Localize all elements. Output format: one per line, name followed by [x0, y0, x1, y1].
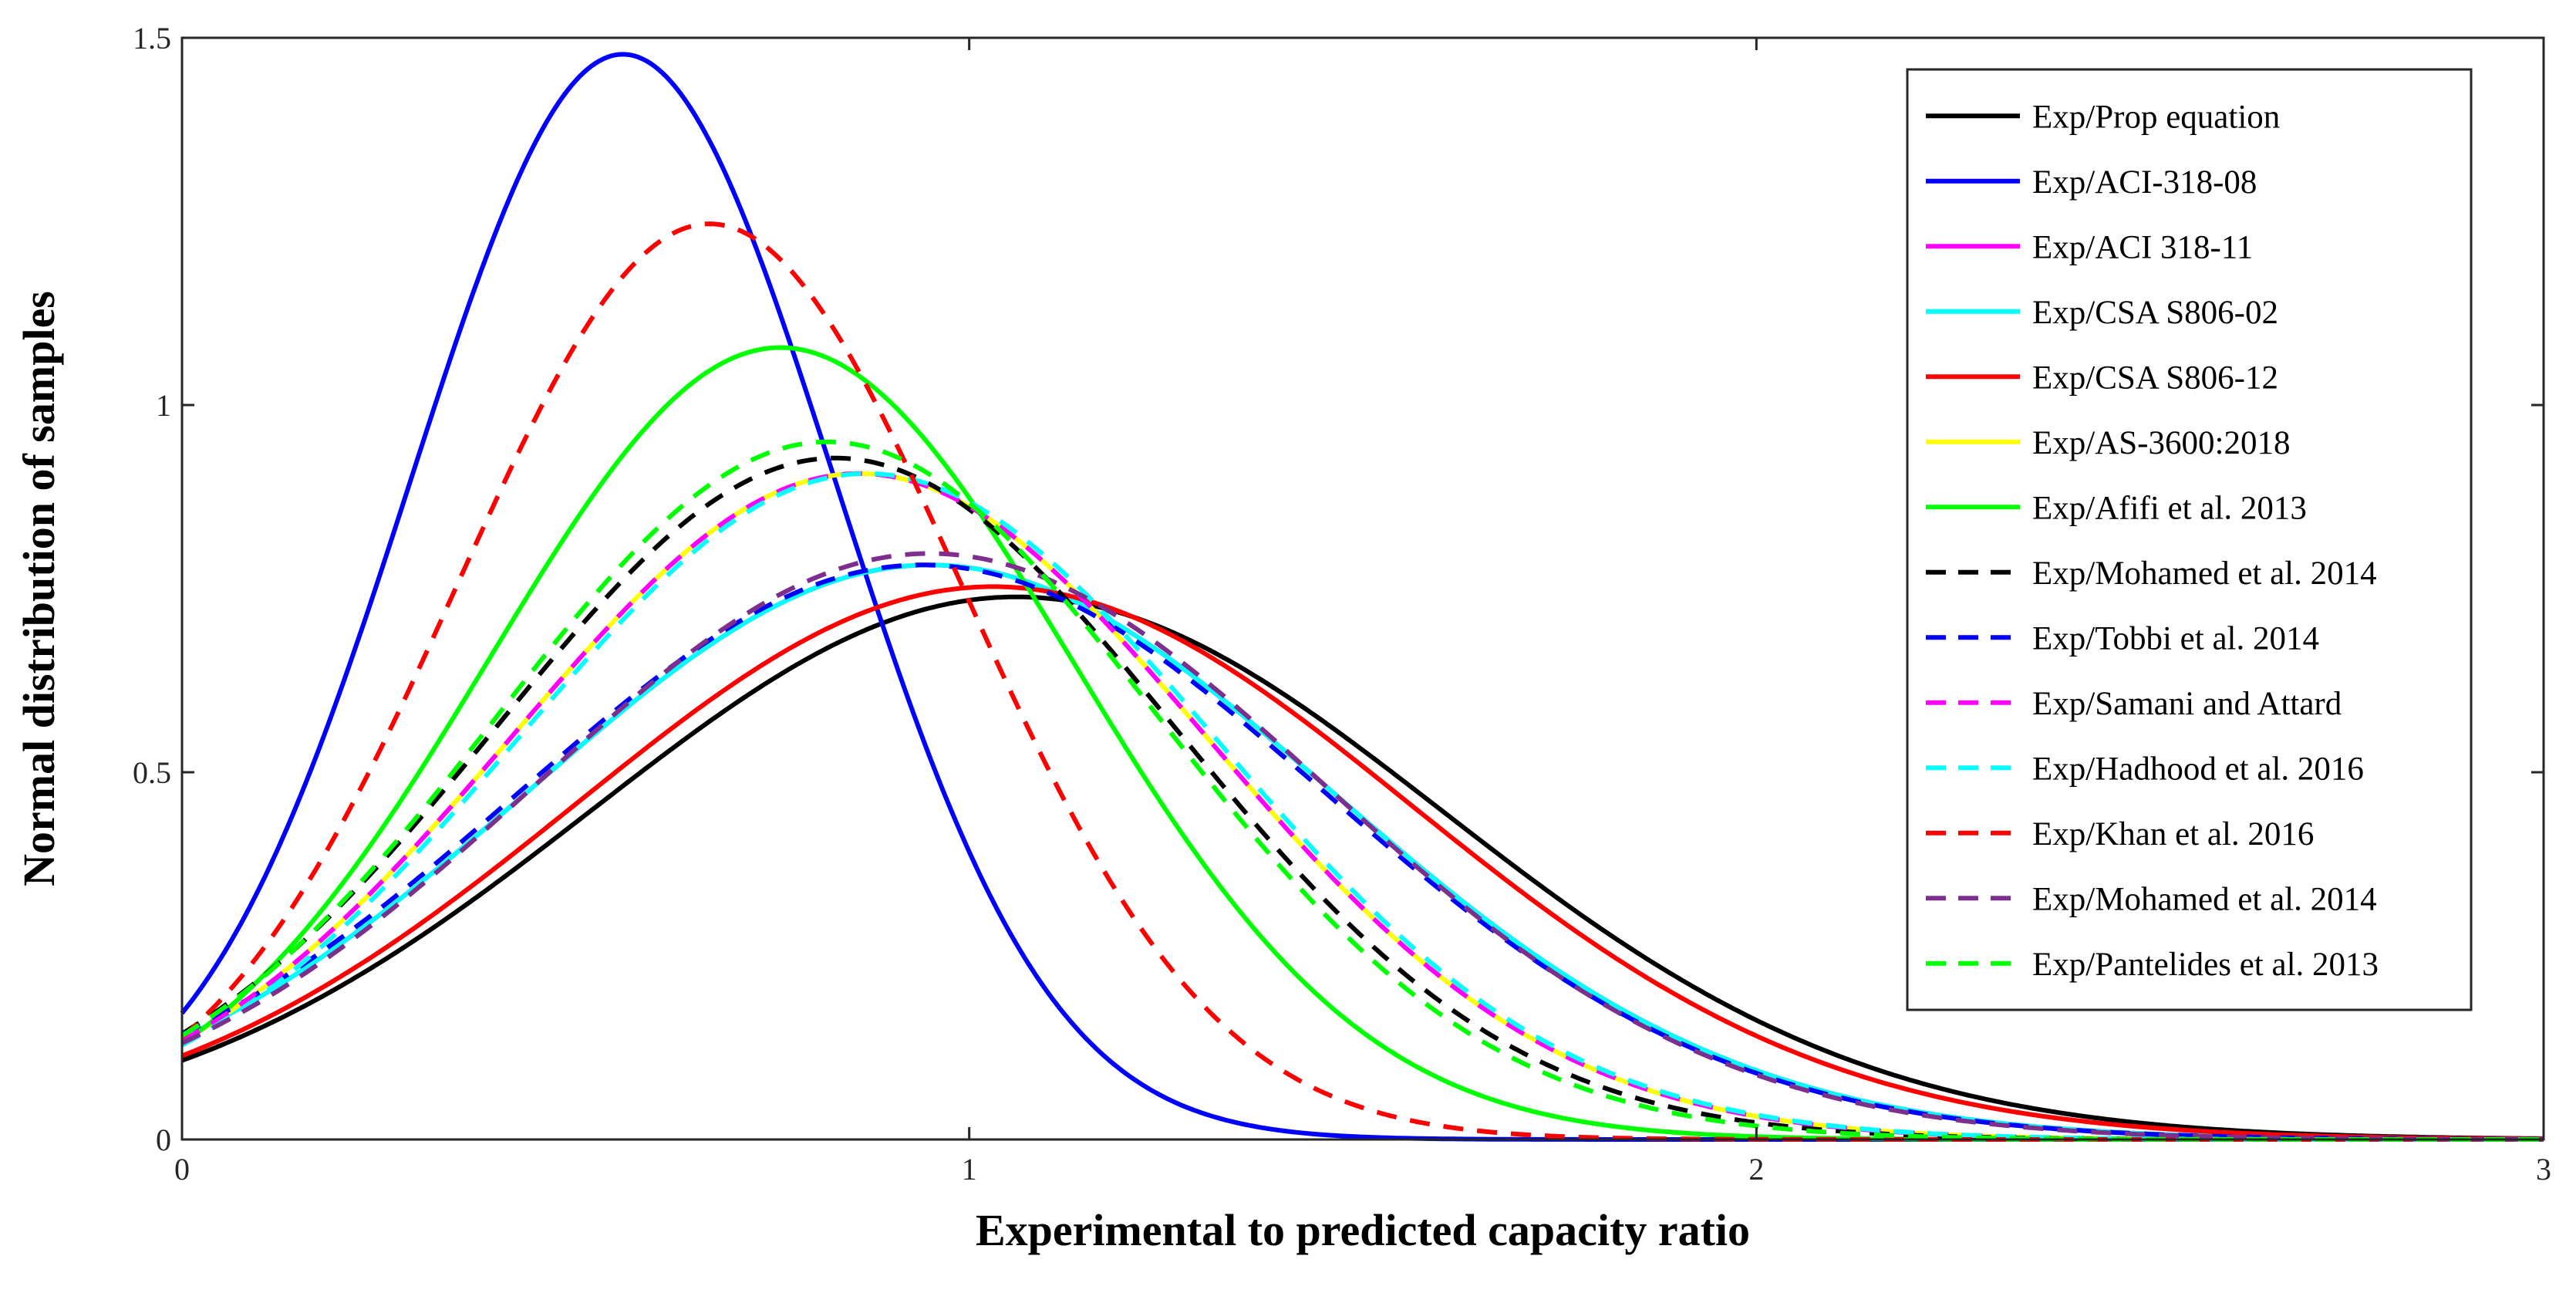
- y-axis-title: Normal distribution of samples: [14, 291, 64, 886]
- legend-entry-label: Exp/Hadhood et al. 2016: [2032, 751, 2364, 787]
- series-line-12: [180, 221, 2544, 1142]
- y-tick-label: 0: [156, 1123, 171, 1157]
- series-line-5: [180, 584, 2544, 1142]
- legend-entry-label: Exp/Khan et al. 2016: [2032, 816, 2314, 852]
- legend-entry-label: Exp/Prop equation: [2032, 99, 2280, 135]
- legend-entry-label: Exp/Mohamed et al. 2014: [2032, 555, 2377, 592]
- x-tick-label: 0: [174, 1152, 190, 1187]
- legend-entry-label: Exp/AS-3600:2018: [2032, 425, 2290, 461]
- legend-entry-label: Exp/Pantelides et al. 2013: [2032, 947, 2379, 983]
- legend-entry-label: Exp/CSA S806-02: [2032, 295, 2278, 331]
- y-tick-label: 0.5: [133, 755, 171, 790]
- x-tick-label: 2: [1748, 1152, 1764, 1187]
- legend-entry-label: Exp/CSA S806-12: [2032, 360, 2278, 396]
- legend-entry-label: Exp/ACI-318-08: [2032, 164, 2257, 201]
- x-tick-label: 1: [962, 1152, 977, 1187]
- series-line-1: [180, 594, 2544, 1141]
- legend-entry-label: Exp/Afifi et al. 2013: [2032, 490, 2307, 526]
- legend: Exp/Prop equation Exp/ACI-318-08 Exp/ACI 3…: [1906, 68, 2473, 1011]
- legend-entry-label: Exp/Mohamed et al. 2014: [2032, 881, 2377, 917]
- x-tick-label: 3: [2536, 1152, 2551, 1187]
- plot-frame: [180, 36, 2545, 1141]
- legend-entry-label: Exp/Samani and Attard: [2032, 686, 2342, 722]
- x-axis-title: Experimental to predicted capacity ratio: [976, 1205, 1750, 1255]
- legend-entry-label: Exp/ACI 318-11: [2032, 229, 2253, 265]
- y-tick-label: 1.5: [133, 21, 171, 56]
- y-tick-label: 1: [156, 388, 171, 423]
- axis-ticks: 0 1 2 3 0 0.5 1 1.5: [133, 21, 2551, 1187]
- legend-entry-label: Exp/Tobbi et al. 2014: [2032, 620, 2319, 657]
- series-line-13: [180, 551, 2544, 1142]
- series-line-9: [180, 562, 2544, 1142]
- legend-box: [1906, 68, 2473, 1011]
